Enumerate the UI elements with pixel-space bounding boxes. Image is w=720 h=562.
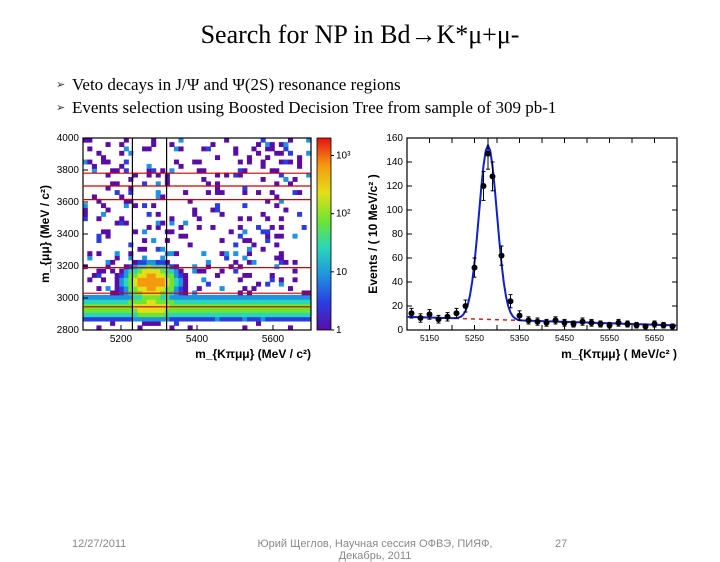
svg-text:10²: 10² (336, 209, 351, 220)
svg-text:80: 80 (392, 229, 404, 240)
svg-text:5400: 5400 (186, 334, 209, 345)
bullet-item: Events selection using Boosted Decision … (60, 97, 670, 120)
svg-text:1: 1 (336, 325, 342, 336)
svg-text:5600: 5600 (262, 334, 285, 345)
charts-row: 5200 5400 5600 2800 3000 3200 3400 3600 3800 4000… (30, 132, 690, 367)
svg-text:5550: 5550 (600, 333, 619, 343)
svg-text:10³: 10³ (336, 150, 351, 161)
svg-text:3800: 3800 (57, 165, 80, 176)
svg-text:40: 40 (392, 277, 404, 288)
bullet-list: Veto decays in J/Ψ and Ψ(2S) resonance r… (60, 74, 670, 120)
svg-text:Events / ( 10 MeV/c² ): Events / ( 10 MeV/c² ) (366, 174, 380, 293)
heatmap-chart: 5200 5400 5600 2800 3000 3200 3400 3600 3800 4000… (35, 132, 355, 367)
svg-text:10: 10 (336, 267, 348, 278)
fit-chart: 5150 5250 5350 5450 5550 5650 0 20 40 60 80 100 120 1… (365, 132, 685, 367)
svg-text:5350: 5350 (510, 333, 529, 343)
footer-text: Юрий Щеглов, Научная сессия ОФВЭ, ПИЯФ, … (245, 538, 505, 562)
svg-text:m_{Kπμμ} (MeV / c²): m_{Kπμμ} (MeV / c²) (195, 347, 311, 361)
page-title: Search for NP in Bd→K*μ+μ- (0, 20, 720, 50)
svg-text:60: 60 (392, 253, 404, 264)
svg-text:5250: 5250 (465, 333, 484, 343)
svg-text:3000: 3000 (57, 293, 80, 304)
svg-text:160: 160 (386, 133, 403, 144)
svg-text:5450: 5450 (555, 333, 574, 343)
svg-text:120: 120 (386, 181, 403, 192)
svg-text:2800: 2800 (57, 325, 80, 336)
svg-text:0: 0 (397, 325, 403, 336)
svg-text:20: 20 (392, 301, 404, 312)
svg-text:4000: 4000 (57, 133, 80, 144)
svg-text:m_{μμ} (MeV / c²): m_{μμ} (MeV / c²) (38, 185, 52, 283)
svg-text:3600: 3600 (57, 197, 80, 208)
svg-text:m_{Kπμμ} ( MeV/c² ): m_{Kπμμ} ( MeV/c² ) (561, 347, 677, 361)
svg-text:3400: 3400 (57, 229, 80, 240)
svg-text:5150: 5150 (420, 333, 439, 343)
svg-text:100: 100 (386, 205, 403, 216)
bullet-item: Veto decays in J/Ψ and Ψ(2S) resonance r… (60, 74, 670, 97)
svg-text:5650: 5650 (645, 333, 664, 343)
svg-text:3200: 3200 (57, 261, 80, 272)
svg-text:5200: 5200 (110, 334, 133, 345)
svg-text:140: 140 (386, 157, 403, 168)
